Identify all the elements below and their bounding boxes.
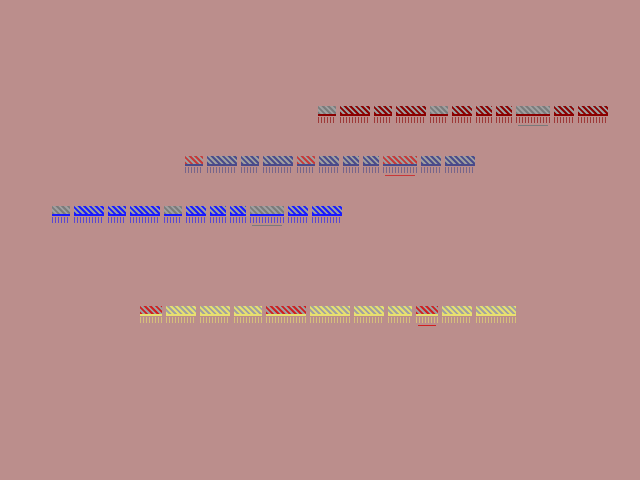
glyph-block [340,104,370,130]
glyph-block [200,304,230,330]
glyph-block [186,204,206,230]
glyph-block [319,154,339,180]
glyph-block [578,104,608,130]
glyph-block [250,204,284,230]
glyph-block [318,104,336,130]
glyph-block [363,154,379,180]
glyph-block [396,104,426,130]
glyph-block [207,154,237,180]
glyph-block [516,104,550,130]
glyph-block [185,154,203,180]
glyph-block [288,204,308,230]
glyph-block [297,154,315,180]
glyph-block [310,304,350,330]
glyph-block [210,204,226,230]
glyph-block [554,104,574,130]
glyph-block [74,204,104,230]
glyph-block [164,204,182,230]
glyph-block [241,154,259,180]
glyph-block [263,154,293,180]
glyph-block [312,204,342,230]
glyph-block [452,104,472,130]
glyph-block [374,104,392,130]
glyph-block [496,104,512,130]
glyph-block [388,304,412,330]
glyph-block [234,304,262,330]
glyph-block [166,304,196,330]
glyph-block [430,104,448,130]
glyph-block [445,154,475,180]
glyph-block [52,204,70,230]
glyph-block [421,154,441,180]
glyph-block [266,304,306,330]
glyph-block [416,304,438,330]
glyph-block [230,204,246,230]
glyph-block [354,304,384,330]
glyph-block [130,204,160,230]
glyph-block [476,304,516,330]
glyph-block [476,104,492,130]
glyph-block [108,204,126,230]
glyph-block [383,154,417,180]
glyph-block [442,304,472,330]
glyph-block [343,154,359,180]
glyph-block [140,304,162,330]
